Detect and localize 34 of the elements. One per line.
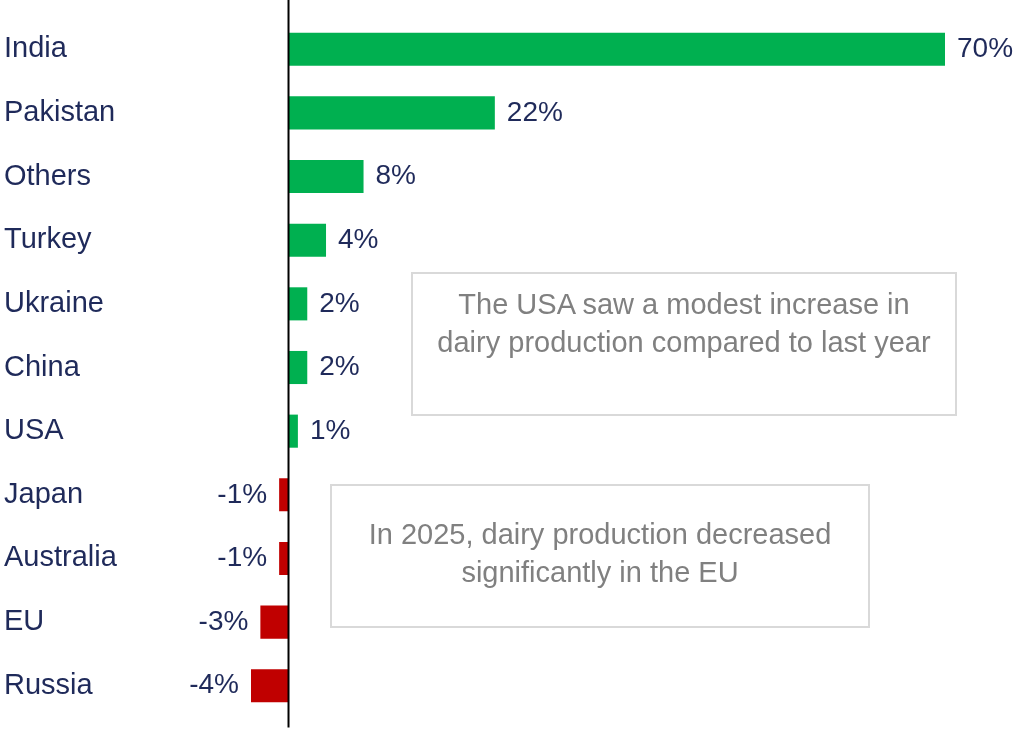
- y-tick-label: Others: [4, 158, 92, 191]
- bar: [279, 478, 289, 512]
- data-label: 1%: [309, 413, 351, 445]
- data-label: 2%: [319, 286, 360, 318]
- y-tick-label: Turkey: [4, 222, 93, 255]
- y-tick-label: Australia: [4, 540, 118, 573]
- y-tick-label: China: [4, 349, 81, 382]
- bar: [279, 541, 289, 576]
- data-label: 22%: [506, 95, 563, 127]
- y-tick-label: Russia: [4, 667, 94, 700]
- bar: [288, 223, 327, 257]
- data-label: 4%: [338, 222, 379, 254]
- bar: [251, 669, 289, 703]
- data-label: -1%: [217, 541, 268, 573]
- bar: [260, 605, 289, 639]
- bar: [288, 350, 308, 385]
- data-label: 8%: [375, 159, 417, 191]
- bar: [288, 96, 495, 130]
- annotation: The USA saw a modest increase in dairy production compared to last year: [411, 272, 957, 416]
- bar: [288, 159, 364, 194]
- y-tick-label: Pakistan: [4, 94, 116, 127]
- bar: [288, 287, 308, 321]
- y-tick-label: Japan: [4, 476, 84, 509]
- data-label: -4%: [189, 668, 239, 700]
- y-tick-label: India: [4, 31, 68, 64]
- data-label: 70%: [957, 31, 1014, 63]
- data-label: 2%: [319, 350, 360, 382]
- y-tick-label: EU: [4, 604, 45, 637]
- y-tick-label: USA: [4, 413, 65, 446]
- data-label: -3%: [198, 604, 249, 636]
- y-tick-label: Ukraine: [4, 285, 104, 318]
- bar: [288, 32, 945, 66]
- annotation: In 2025, dairy production decreased significantly in the EU: [330, 484, 870, 628]
- data-label: -1%: [217, 477, 268, 509]
